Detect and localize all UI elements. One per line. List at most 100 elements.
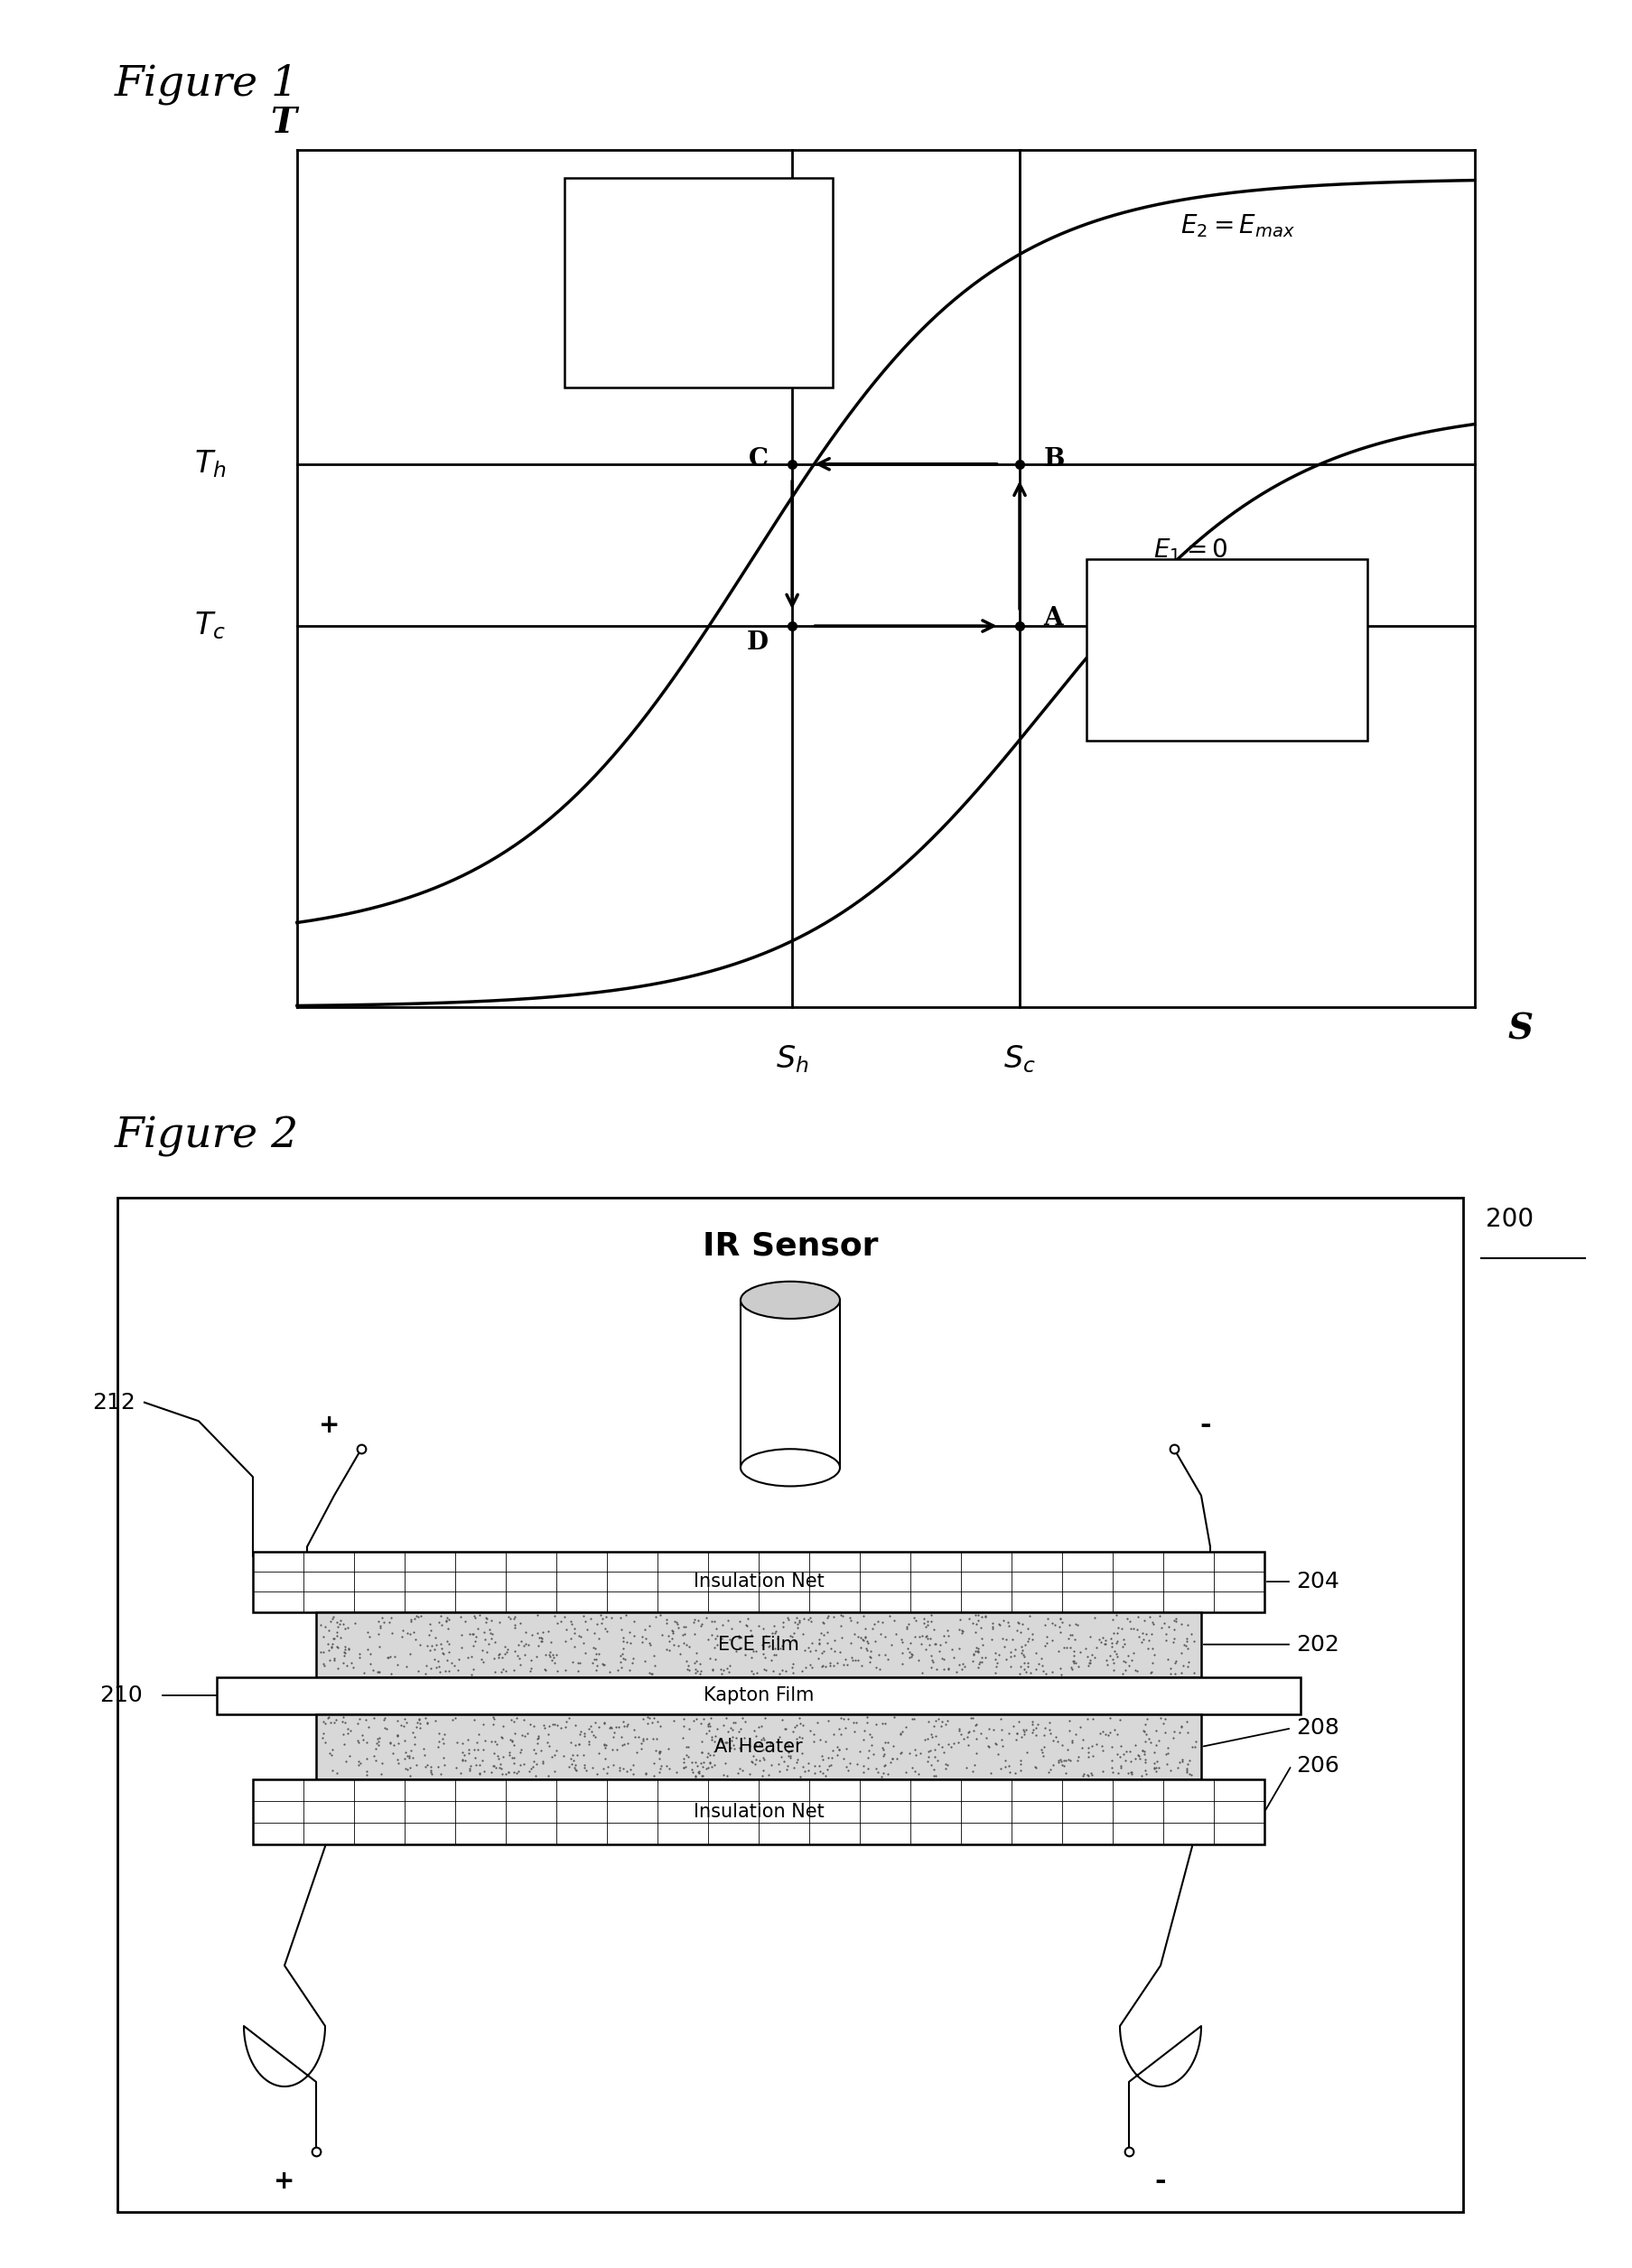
Point xyxy=(1007,1649,1033,1685)
Point xyxy=(902,1603,929,1640)
Point xyxy=(426,1715,452,1751)
Point xyxy=(689,1724,715,1760)
Point xyxy=(517,1649,543,1685)
Point xyxy=(1162,1644,1188,1681)
Point xyxy=(1141,1637,1167,1674)
Point xyxy=(982,1726,1009,1762)
Point xyxy=(1056,1608,1082,1644)
Point xyxy=(354,1724,380,1760)
Point xyxy=(1064,1742,1090,1778)
Point xyxy=(782,1622,808,1658)
Point xyxy=(1007,1615,1033,1651)
Point xyxy=(1136,1719,1162,1755)
Point xyxy=(950,1613,976,1649)
Text: A: A xyxy=(1044,606,1064,631)
Point xyxy=(1048,1744,1074,1780)
Point xyxy=(960,1606,986,1642)
Point xyxy=(323,1617,349,1653)
Text: 206: 206 xyxy=(1296,1755,1340,1776)
Point xyxy=(850,1753,876,1789)
Point xyxy=(1010,1644,1036,1681)
Point xyxy=(527,1619,553,1656)
Text: B: B xyxy=(1044,447,1064,472)
Point xyxy=(749,1758,775,1794)
Point xyxy=(612,1708,638,1744)
Point xyxy=(1131,1751,1157,1787)
Point xyxy=(521,1749,547,1785)
Point xyxy=(418,1613,444,1649)
Point xyxy=(684,1653,710,1690)
Point xyxy=(672,1737,698,1774)
Point xyxy=(1009,1606,1035,1642)
Point xyxy=(385,1717,411,1753)
Point xyxy=(1038,1751,1064,1787)
Point xyxy=(393,1615,419,1651)
Point xyxy=(837,1601,863,1637)
Point xyxy=(1010,1637,1036,1674)
Point xyxy=(503,1633,529,1669)
Point xyxy=(308,1633,335,1669)
Point xyxy=(428,1597,454,1633)
Point xyxy=(925,1726,951,1762)
Point xyxy=(1152,1701,1178,1737)
Point xyxy=(667,1635,694,1672)
Point xyxy=(1115,1637,1141,1674)
Point xyxy=(746,1708,772,1744)
Point xyxy=(323,1615,349,1651)
Point xyxy=(566,1644,592,1681)
Point xyxy=(697,1708,723,1744)
Point xyxy=(392,1701,418,1737)
Point xyxy=(963,1615,989,1651)
Point xyxy=(478,1603,504,1640)
Point xyxy=(1046,1744,1072,1780)
Point xyxy=(938,1631,965,1667)
Point xyxy=(721,1706,747,1742)
Point xyxy=(459,1656,485,1692)
Point xyxy=(844,1603,870,1640)
Point xyxy=(377,1637,403,1674)
Point xyxy=(1160,1624,1186,1660)
Point xyxy=(401,1615,428,1651)
Point xyxy=(1152,1606,1178,1642)
Point xyxy=(436,1653,462,1690)
Point xyxy=(716,1647,743,1683)
Point xyxy=(852,1610,878,1647)
Point xyxy=(654,1617,681,1653)
Point xyxy=(540,1640,566,1676)
Point xyxy=(442,1701,468,1737)
Point xyxy=(1009,1633,1035,1669)
Point xyxy=(532,1637,558,1674)
Point xyxy=(586,1708,612,1744)
Point xyxy=(516,1626,542,1662)
Point xyxy=(322,1642,348,1678)
Point xyxy=(958,1699,984,1735)
Point xyxy=(981,1712,1007,1749)
Point xyxy=(1049,1603,1075,1640)
Point xyxy=(850,1749,876,1785)
Point xyxy=(1012,1626,1038,1662)
Point xyxy=(947,1601,973,1637)
Point xyxy=(751,1740,777,1776)
Point xyxy=(501,1753,527,1789)
Point xyxy=(331,1635,357,1672)
Point xyxy=(671,1701,697,1737)
Point xyxy=(496,1733,522,1769)
Point xyxy=(979,1608,1005,1644)
Point xyxy=(809,1647,836,1683)
Point xyxy=(909,1617,935,1653)
Point xyxy=(1169,1708,1195,1744)
Point xyxy=(439,1644,465,1681)
Point xyxy=(366,1728,392,1765)
Point xyxy=(777,1617,803,1653)
Point xyxy=(919,1649,945,1685)
Point xyxy=(870,1706,896,1742)
Point xyxy=(684,1642,710,1678)
Point xyxy=(512,1626,539,1662)
Point xyxy=(346,1746,372,1783)
Point xyxy=(1147,1699,1173,1735)
Point xyxy=(777,1740,803,1776)
Point xyxy=(922,1701,948,1737)
Point xyxy=(512,1637,539,1674)
Point xyxy=(1030,1653,1056,1690)
Point xyxy=(467,1597,493,1633)
